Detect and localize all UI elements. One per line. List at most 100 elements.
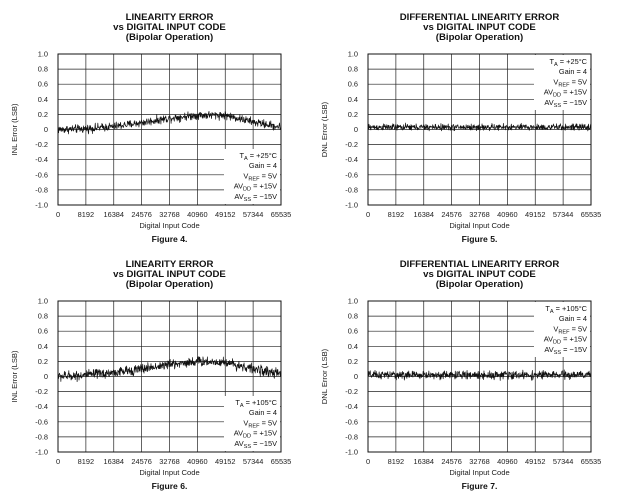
x-tick-label: 32768 <box>469 210 490 219</box>
conditions-text: AVSS = −15V <box>234 192 277 203</box>
y-tick-label: -0.8 <box>35 432 48 441</box>
y-tick-label: -0.8 <box>35 185 48 194</box>
conditions-text: AVDD = +15V <box>234 429 277 440</box>
y-tick-label: 0 <box>44 125 48 134</box>
y-tick-label: 0.4 <box>38 95 48 104</box>
chart-title-line: (Bipolar Operation) <box>126 32 213 43</box>
y-tick-label: 0.8 <box>348 312 358 321</box>
y-axis-label: DNL Error (LSB) <box>320 348 329 404</box>
conditions-text: Gain = 4 <box>559 67 587 76</box>
x-tick-label: 8192 <box>388 457 404 466</box>
x-axis-label: Digital Input Code <box>449 221 509 230</box>
y-tick-label: 0 <box>354 372 358 381</box>
conditions-box <box>224 396 280 451</box>
x-tick-label: 16384 <box>103 457 124 466</box>
x-tick-label: 65535 <box>581 210 602 219</box>
y-axis-label: INL Error (LSB) <box>10 103 19 156</box>
figure-label: Figure 4. <box>152 234 188 244</box>
x-tick-label: 49152 <box>215 210 236 219</box>
conditions-text: VREF = 5V <box>553 324 587 335</box>
y-tick-label: 0.6 <box>38 327 48 336</box>
y-tick-label: -0.6 <box>35 170 48 179</box>
y-tick-label: 0.8 <box>38 312 48 321</box>
conditions-text: VREF = 5V <box>553 77 587 88</box>
chart-title-line: vs DIGITAL INPUT CODE <box>423 269 536 280</box>
x-tick-label: 24576 <box>131 210 152 219</box>
chart-title-line: LINEARITY ERROR <box>126 259 214 270</box>
conditions-text: AVDD = +15V <box>544 88 587 99</box>
x-tick-label: 32768 <box>469 457 490 466</box>
conditions-text: AVDD = +15V <box>234 182 277 193</box>
x-tick-label: 49152 <box>215 457 236 466</box>
y-tick-label: 1.0 <box>38 50 48 59</box>
conditions-text: AVSS = −15V <box>544 98 587 109</box>
x-axis-label: Digital Input Code <box>449 468 509 477</box>
x-tick-label: 0 <box>56 210 60 219</box>
y-tick-label: 0.4 <box>348 95 358 104</box>
conditions-box <box>534 55 590 110</box>
x-tick-label: 0 <box>56 457 60 466</box>
conditions-box <box>224 149 280 204</box>
x-axis-label: Digital Input Code <box>139 468 199 477</box>
series-line <box>57 110 282 135</box>
x-tick-label: 49152 <box>525 210 546 219</box>
x-tick-label: 40960 <box>497 457 518 466</box>
chart-panel-figure-6: LINEARITY ERROR vs DIGITAL INPUT CODE (Bip… <box>0 247 310 495</box>
plot-frame <box>367 53 592 206</box>
x-tick-label: 24576 <box>131 457 152 466</box>
x-tick-label: 40960 <box>497 210 518 219</box>
y-tick-label: 0.4 <box>38 342 48 351</box>
conditions-text: TA = +105°C <box>545 304 587 315</box>
y-tick-label: 0.6 <box>348 327 358 336</box>
conditions-text: VREF = 5V <box>243 171 277 182</box>
conditions-text: AVSS = −15V <box>544 345 587 356</box>
y-tick-label: 0.6 <box>348 80 358 89</box>
y-tick-label: -0.8 <box>345 432 358 441</box>
chart-panel-figure-7: DIFFERENTIAL LINEARITY ERROR vs DIGITAL I… <box>310 247 620 495</box>
y-tick-label: 0.4 <box>348 342 358 351</box>
chart-title-line: (Bipolar Operation) <box>436 279 523 290</box>
y-axis-label: INL Error (LSB) <box>10 350 19 403</box>
y-tick-label: 1.0 <box>348 297 358 306</box>
y-axis-label: DNL Error (LSB) <box>320 101 329 157</box>
x-tick-label: 24576 <box>441 457 462 466</box>
chart-title-line: (Bipolar Operation) <box>126 279 213 290</box>
y-tick-label: 1.0 <box>38 297 48 306</box>
x-tick-label: 57344 <box>243 457 264 466</box>
x-tick-label: 0 <box>366 210 370 219</box>
x-tick-label: 40960 <box>187 457 208 466</box>
y-tick-label: -0.2 <box>345 387 358 396</box>
chart-panel-figure-5: DIFFERENTIAL LINEARITY ERROR vs DIGITAL I… <box>310 0 620 248</box>
y-tick-label: 0.2 <box>38 357 48 366</box>
chart-title-line: vs DIGITAL INPUT CODE <box>113 269 226 280</box>
figure-label: Figure 7. <box>462 481 498 491</box>
x-tick-label: 49152 <box>525 457 546 466</box>
x-tick-label: 16384 <box>413 210 434 219</box>
conditions-text: Gain = 4 <box>559 314 587 323</box>
conditions-text: TA = +25°C <box>239 151 277 162</box>
y-tick-label: 0.2 <box>348 357 358 366</box>
y-tick-label: 0.6 <box>38 80 48 89</box>
conditions-text: VREF = 5V <box>243 418 277 429</box>
x-tick-label: 40960 <box>187 210 208 219</box>
x-tick-label: 0 <box>366 457 370 466</box>
x-axis-label: Digital Input Code <box>139 221 199 230</box>
chart-title-line: LINEARITY ERROR <box>126 12 214 23</box>
x-tick-label: 57344 <box>243 210 264 219</box>
x-tick-label: 65535 <box>271 457 292 466</box>
y-tick-label: -0.2 <box>35 140 48 149</box>
x-tick-label: 8192 <box>388 210 404 219</box>
chart-panel-figure-4: LINEARITY ERROR vs DIGITAL INPUT CODE (Bip… <box>0 0 310 248</box>
y-tick-label: -0.6 <box>345 170 358 179</box>
conditions-text: AVSS = −15V <box>234 439 277 450</box>
x-tick-label: 8192 <box>78 210 94 219</box>
series-line <box>367 122 592 132</box>
x-tick-label: 57344 <box>553 210 574 219</box>
y-tick-label: -1.0 <box>345 201 358 210</box>
series-line <box>57 356 282 383</box>
chart-title-line: DIFFERENTIAL LINEARITY ERROR <box>400 259 560 270</box>
conditions-text: AVDD = +15V <box>544 335 587 346</box>
y-tick-label: 0.8 <box>348 65 358 74</box>
